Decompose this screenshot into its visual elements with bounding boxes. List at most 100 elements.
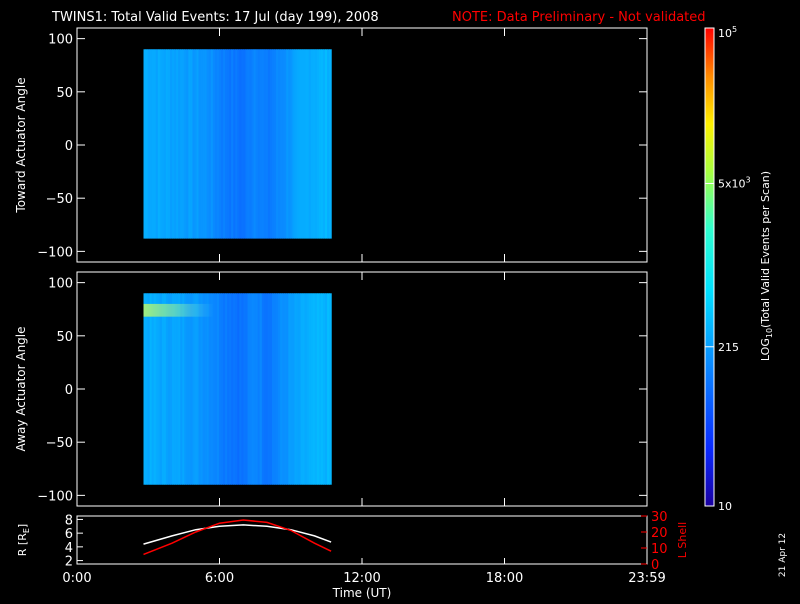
heatmap-column [178,293,181,485]
y-tick-label: 0 [65,139,73,154]
heatmap-column [174,293,177,485]
heatmap-column [170,293,173,485]
heatmap-column [316,293,320,485]
r-tick-label: 4 [65,541,73,556]
heatmap-column [286,293,289,485]
heatmap-column [153,293,157,485]
heatmap-column [276,293,279,485]
heatmap-column [153,49,157,239]
heatmap-column [174,49,177,239]
heatmap-column [304,49,308,239]
heatmap-column [149,49,153,239]
heatmap-column [327,49,330,239]
heatmap-column [325,293,328,485]
heatmap-column [300,293,304,485]
heatmap-column [253,293,257,485]
heatmap-column [161,49,165,239]
heatmap-column [147,293,151,485]
heatmap-column [208,293,212,485]
y-tick-label: 100 [48,277,73,292]
heatmap-column [202,49,206,239]
heatmap-column [239,49,242,239]
heatmap-column [161,293,165,485]
heatmap-column [280,49,283,239]
heatmap-column [292,49,296,239]
heatmap-column [176,293,179,485]
r-axis-label: R [RE] [16,524,31,556]
heatmap-column [227,49,230,239]
y-tick-label: −100 [37,245,73,260]
heatmap-column [298,49,302,239]
heatmap-column [267,49,271,239]
heatmap-column [327,293,330,485]
heatmap-column [192,293,196,485]
heatmap-column [320,293,324,485]
heatmap-column [206,49,210,239]
heatmap-column [188,49,192,239]
heatmap-column [180,293,183,485]
heatmap-column [274,293,277,485]
lshell-tick-label: 20 [651,526,668,541]
heatmap-column [229,293,232,485]
heatmap-column [221,49,224,239]
heatmap-column [253,49,257,239]
away-y-axis-label: Away Actuator Angle [14,326,28,451]
heatmap-column [310,49,314,239]
heatmap-column [233,293,236,485]
heatmap-column [147,49,151,239]
heatmap-column [231,293,234,485]
away-heatmap-data [143,293,332,485]
heatmap-column [182,293,185,485]
heatmap-column [225,293,228,485]
heatmap-column [143,293,147,485]
heatmap-column [157,293,161,485]
heatmap-column [216,293,220,485]
heatmap-column [280,293,283,485]
heatmap-column [182,49,185,239]
r-tick-label: 6 [65,527,73,542]
toward-heatmap-panel: 100 50 0 −50 −100 Toward Actuator Angle [14,27,648,263]
heatmap-column [259,49,263,239]
heatmap-column [306,49,310,239]
heatmap-column [288,49,291,239]
heatmap-column [218,49,222,239]
heatmap-column [145,293,149,485]
colorbar-gradient [705,28,714,506]
heatmap-column [200,49,204,239]
heatmap-column [223,293,226,485]
heatmap-column [163,293,167,485]
lshell-tick-label: 0 [651,558,659,573]
heatmap-column [204,49,208,239]
heatmap-column [221,293,224,485]
heatmap-column [288,293,291,485]
time-axis-label: Time (UT) [332,586,392,600]
heatmap-column [143,49,147,239]
heatmap-column [255,293,259,485]
heatmap-column [247,49,251,239]
heatmap-column [290,293,293,485]
date-stamp: 21 Apr 12 [778,533,788,577]
r-series-line [143,524,332,545]
heatmap-column [227,293,230,485]
heatmap-column [172,293,175,485]
away-y-axis: 100 50 0 −50 −100 [37,272,648,506]
heatmap-column [300,49,304,239]
lshell-tick-label: 30 [651,510,668,525]
heatmap-column [263,49,267,239]
heatmap-column [198,293,202,485]
heatmap-column [186,49,189,239]
heatmap-column [196,49,200,239]
heatmap-column [265,293,269,485]
heatmap-column [235,293,238,485]
heatmap-column [218,293,222,485]
heatmap-column [176,49,179,239]
heatmap-column [229,49,232,239]
heatmap-column [210,49,214,239]
heatmap-column [170,49,173,239]
x-tick-label: 12:00 [343,571,380,586]
figure-title: TWINS1: Total Valid Events: 17 Jul (day … [51,10,379,25]
heatmap-column [198,49,202,239]
heatmap-column [292,293,296,485]
